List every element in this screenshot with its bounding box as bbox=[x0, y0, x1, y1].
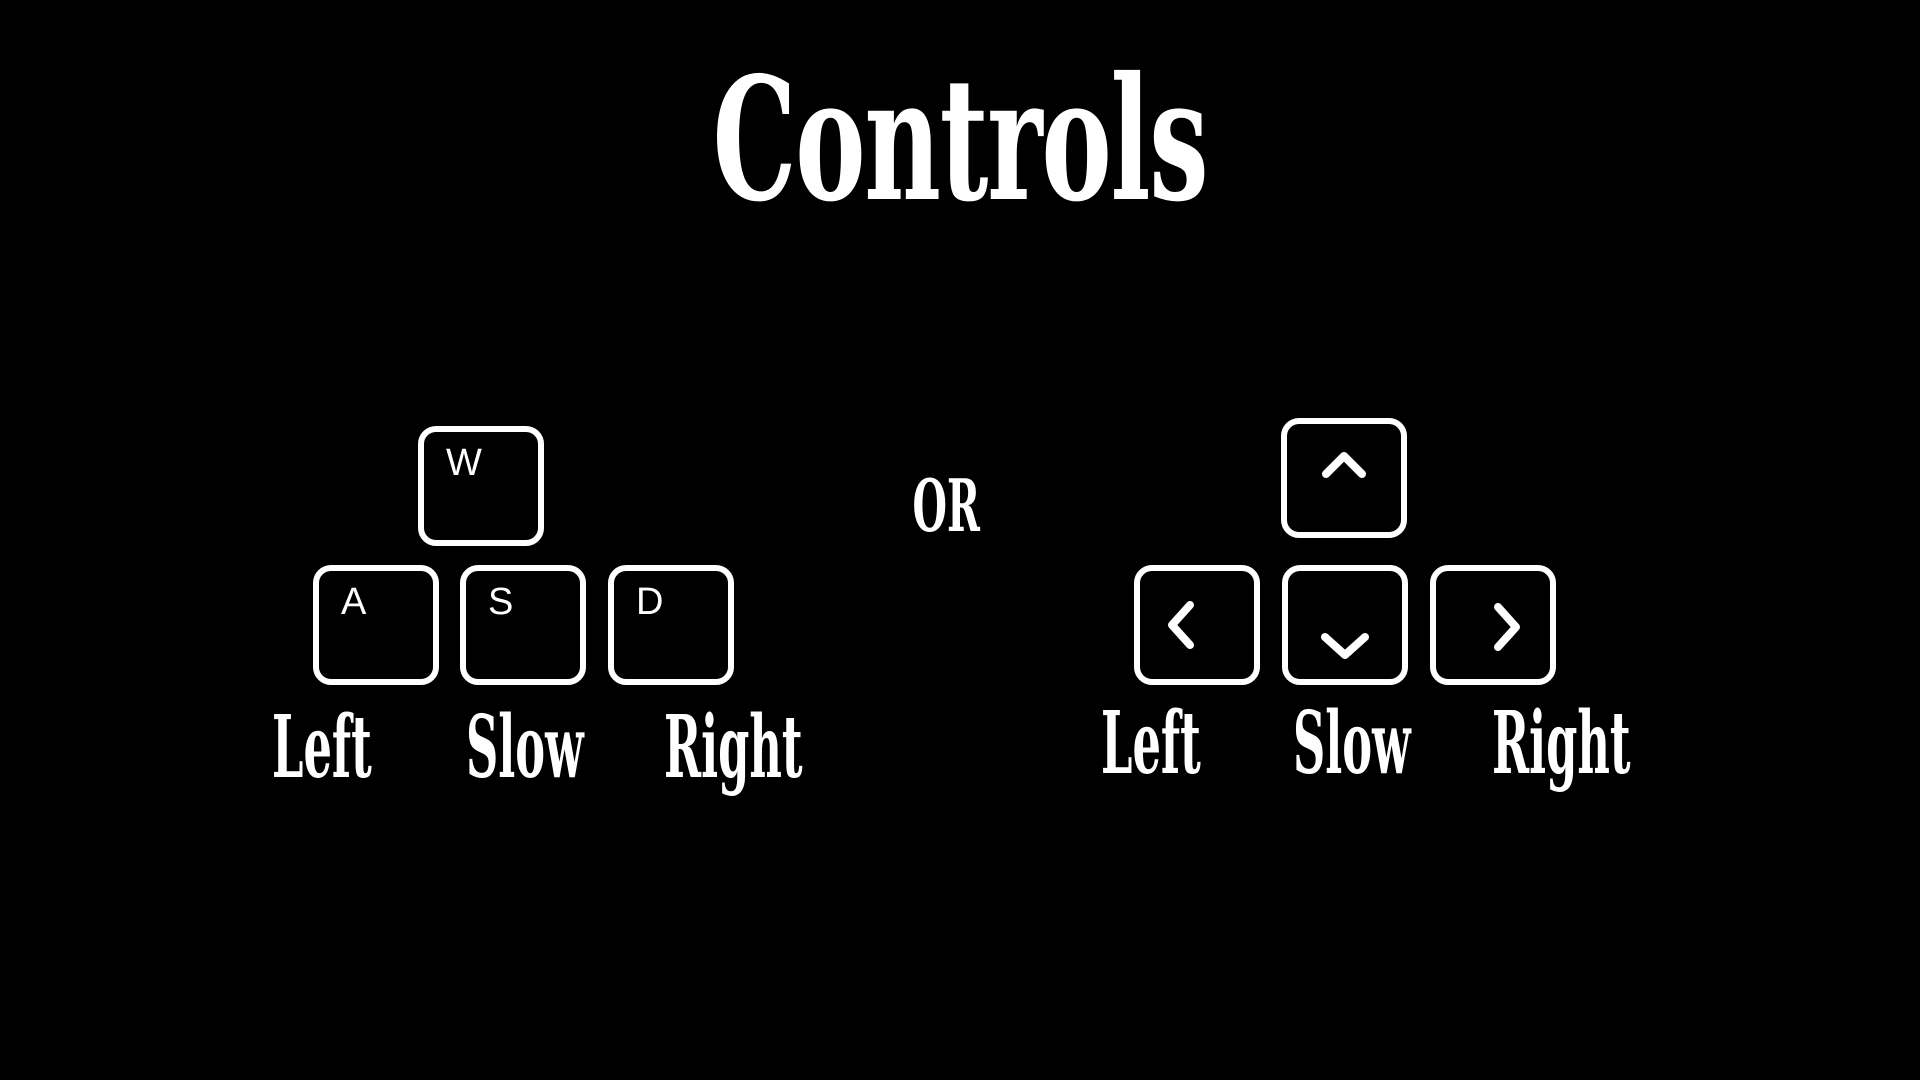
arrows-slow-label: Slow bbox=[1293, 693, 1411, 794]
or-separator: OR bbox=[912, 463, 980, 548]
key-a: A bbox=[313, 565, 439, 685]
key-arrow-right bbox=[1430, 565, 1556, 685]
arrows-right-label: Right bbox=[1492, 693, 1631, 794]
wasd-slow-label: Slow bbox=[466, 697, 584, 798]
key-arrow-down bbox=[1282, 565, 1408, 685]
key-w: W bbox=[418, 426, 544, 546]
key-d-label: D bbox=[636, 581, 664, 623]
key-arrow-up bbox=[1281, 418, 1407, 538]
key-a-label: A bbox=[341, 581, 367, 623]
chevron-left-icon bbox=[1168, 601, 1194, 649]
wasd-left-label: Left bbox=[272, 697, 372, 798]
chevron-up-icon bbox=[1322, 452, 1366, 478]
arrows-left-label: Left bbox=[1101, 693, 1201, 794]
key-d: D bbox=[608, 565, 734, 685]
chevron-down-icon bbox=[1321, 633, 1369, 659]
key-arrow-left bbox=[1134, 565, 1260, 685]
chevron-right-icon bbox=[1494, 603, 1520, 651]
page-title: Controls bbox=[712, 40, 1209, 240]
key-s-label: S bbox=[488, 581, 514, 623]
key-s: S bbox=[460, 565, 586, 685]
wasd-right-label: Right bbox=[664, 697, 803, 798]
key-w-label: W bbox=[446, 442, 482, 484]
